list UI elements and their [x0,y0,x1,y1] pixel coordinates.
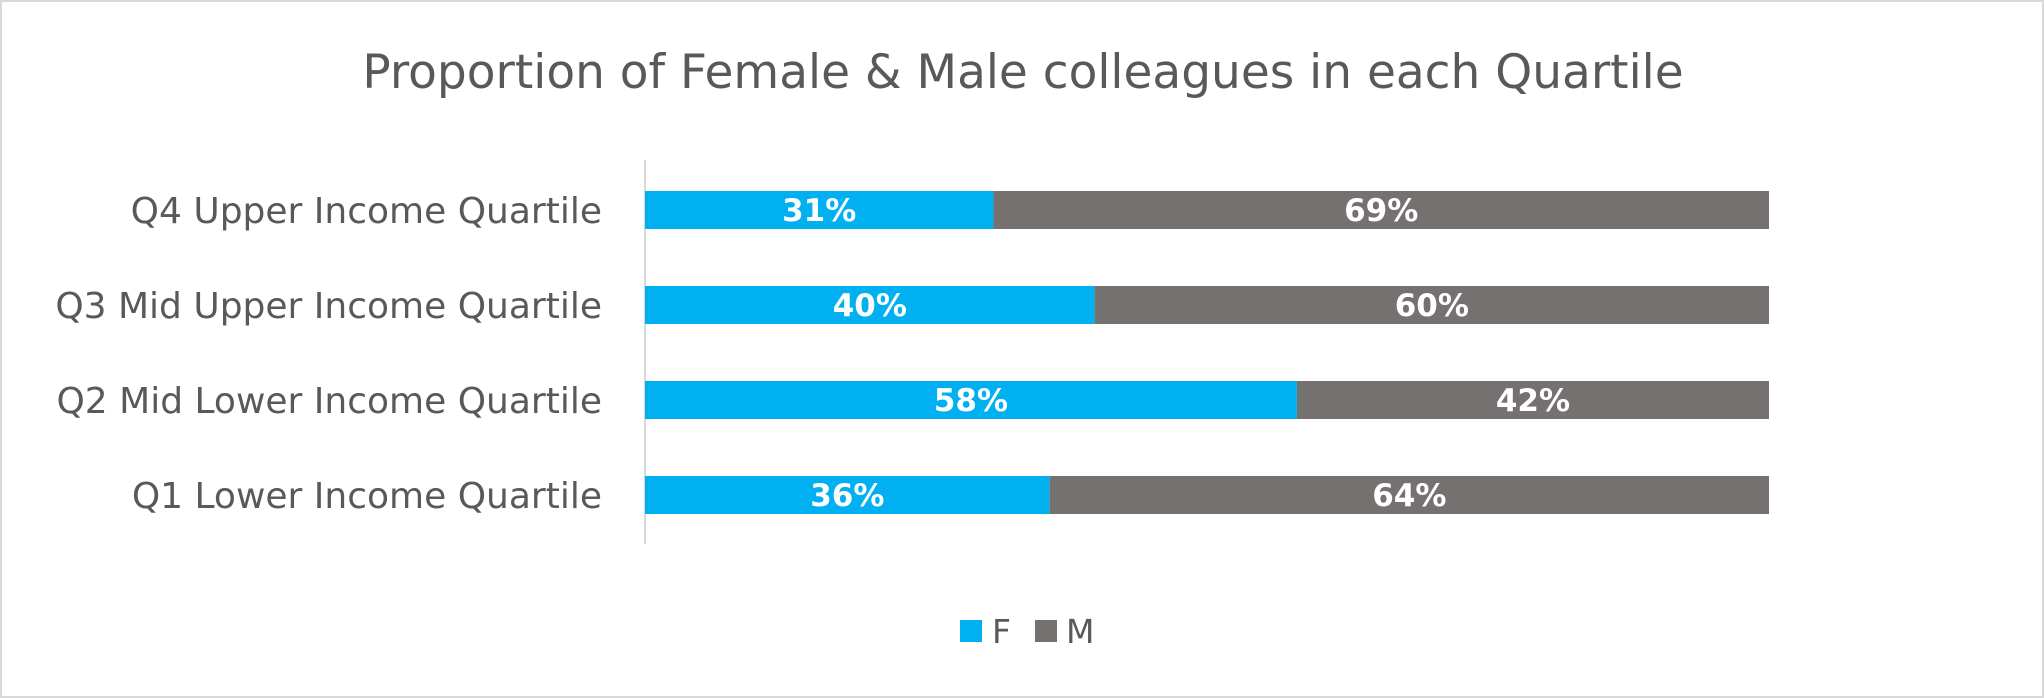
legend-swatch-f [960,620,982,642]
legend-swatch-m [1035,620,1057,642]
data-label: 60% [1395,288,1469,324]
bar-segment-m [1094,286,1769,324]
bar-segment-m [1049,476,1769,514]
bar-segment-f [645,286,1095,324]
data-label: 69% [1344,193,1418,229]
data-label: 31% [782,193,856,229]
bar-segment-f [645,381,1297,419]
category-label: Q3 Mid Upper Income Quartile [55,286,602,327]
data-label: 40% [833,288,907,324]
category-label: Q2 Mid Lower Income Quartile [56,381,602,422]
data-label: 36% [810,478,884,514]
chart-title: Proportion of Female & Male colleagues i… [362,45,1683,100]
data-label: 42% [1496,383,1570,419]
data-label: 58% [934,383,1008,419]
legend-label-m: M [1066,612,1094,651]
plot-area: Q4 Upper Income Quartile 31% 69% Q3 Mid Upp… [55,191,1769,517]
bar-segment-m [1296,381,1769,419]
bar-segment-m [993,191,1769,229]
category-label: Q4 Upper Income Quartile [131,191,602,232]
category-label: Q1 Lower Income Quartile [132,476,602,517]
legend-label-f: F [992,612,1011,651]
bar-segment-f [645,191,994,229]
data-label: 64% [1372,478,1446,514]
bar-segment-f [645,476,1050,514]
